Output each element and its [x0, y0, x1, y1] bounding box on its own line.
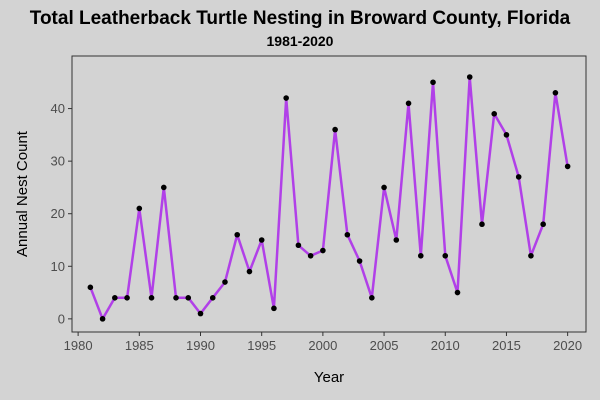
data-point [222, 279, 228, 285]
data-point [295, 242, 302, 249]
data-point [197, 310, 204, 317]
data-point [173, 295, 179, 301]
series-line [89, 75, 569, 321]
data-point [160, 184, 167, 191]
chart-title: Total Leatherback Turtle Nesting in Brow… [30, 8, 571, 29]
data-point [442, 252, 449, 259]
x-axis-label: Year [314, 369, 344, 386]
x-tick-label: 2010 [431, 338, 460, 353]
y-axis-label: Annual Nest Count [14, 130, 31, 257]
x-tick-label: 1985 [125, 338, 154, 353]
data-point [320, 247, 326, 254]
data-point [112, 295, 118, 301]
y-tick-label: 10 [51, 259, 65, 274]
data-point [393, 237, 400, 243]
data-point [234, 231, 241, 238]
data-point [283, 95, 289, 101]
data-point [417, 252, 424, 259]
x-tick-label: 1995 [247, 338, 276, 353]
data-point [454, 289, 461, 296]
data-point [185, 295, 192, 301]
x-tick-label: 2015 [492, 338, 521, 353]
chart-subtitle: 1981-2020 [267, 33, 334, 49]
data-point [564, 163, 571, 170]
x-tick-label: 1980 [64, 338, 93, 353]
x-axis: 1980 1985 1990 1995 2000 2005 2010 2015 2020 [64, 332, 582, 353]
data-point [515, 174, 522, 180]
data-points [87, 74, 571, 322]
data-point [540, 221, 546, 228]
data-point [344, 231, 351, 238]
data-point [99, 316, 106, 322]
x-tick-label: 2000 [308, 338, 337, 353]
data-point [405, 100, 412, 107]
y-tick-label: 0 [58, 311, 65, 326]
data-point [369, 295, 375, 301]
y-tick-label: 40 [51, 101, 65, 116]
data-point [246, 268, 253, 275]
data-point [430, 79, 436, 86]
data-point [503, 132, 510, 138]
data-point [124, 295, 130, 301]
plot-panel [71, 55, 587, 333]
data-point [466, 74, 473, 80]
data-point [332, 126, 338, 133]
x-tick-label: 2020 [553, 338, 582, 353]
data-point [87, 284, 94, 291]
y-tick-label: 30 [51, 154, 65, 169]
data-point [356, 258, 363, 264]
data-point [148, 295, 155, 301]
data-point [479, 221, 485, 228]
data-point [258, 237, 265, 243]
data-point [136, 205, 143, 212]
y-tick-label: 20 [51, 206, 65, 221]
data-point [307, 252, 314, 259]
data-point [381, 184, 387, 191]
y-axis: 0 10 20 30 40 [51, 101, 72, 326]
data-point [271, 305, 277, 312]
x-tick-label: 1990 [186, 338, 215, 353]
data-point [552, 90, 559, 96]
data-point [528, 252, 534, 259]
data-point [491, 111, 498, 117]
data-point [209, 295, 216, 301]
x-tick-label: 2005 [370, 338, 399, 353]
